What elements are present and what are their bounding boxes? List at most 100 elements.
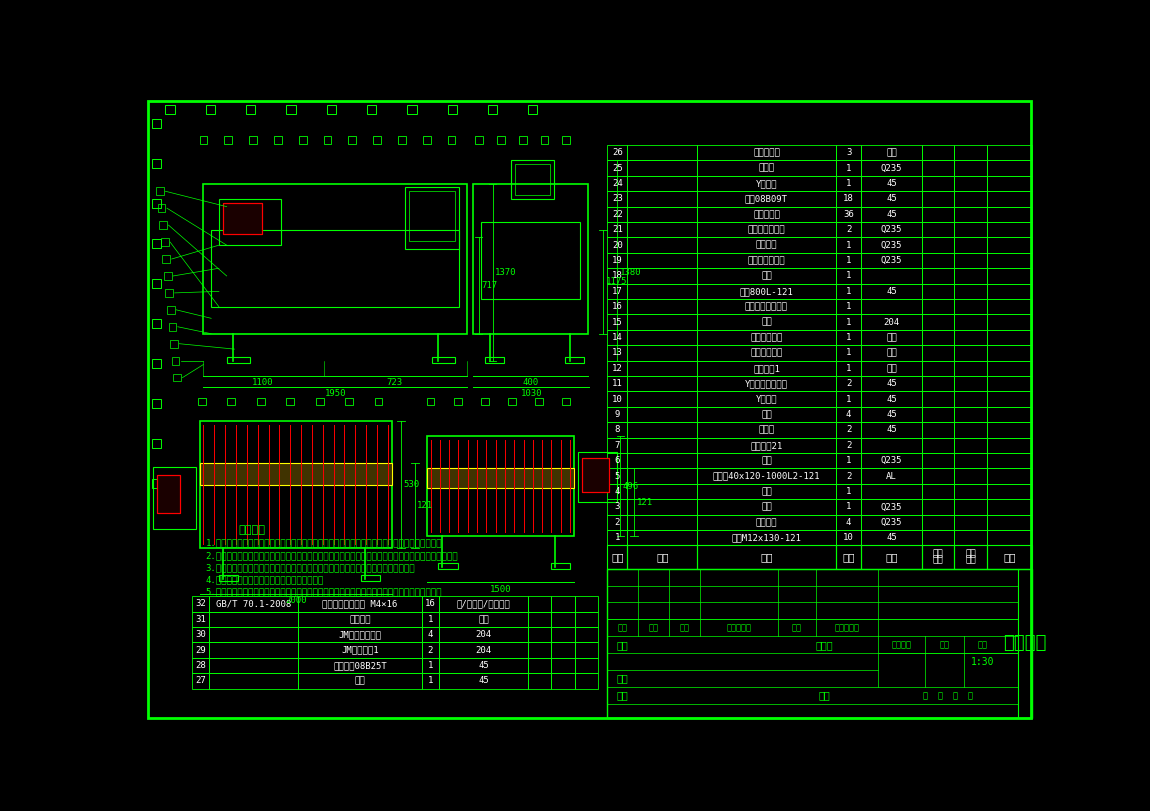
Bar (954, 222, 987, 238)
Bar (607, 284, 628, 299)
Bar (286, 397, 294, 406)
Bar (861, 423, 922, 438)
Text: 设计: 设计 (616, 640, 629, 650)
Bar (987, 330, 1032, 345)
Bar (697, 191, 836, 207)
Bar (607, 423, 628, 438)
Bar (861, 515, 922, 530)
Bar (475, 135, 483, 144)
Bar (607, 530, 628, 546)
Text: 1: 1 (428, 676, 434, 685)
Text: Y轴立柱: Y轴立柱 (756, 395, 777, 404)
Bar (488, 105, 497, 114)
Bar (954, 515, 987, 530)
Bar (697, 515, 836, 530)
Bar (628, 253, 697, 268)
Text: 10: 10 (843, 534, 854, 543)
Bar (582, 457, 608, 492)
Text: 45: 45 (887, 380, 897, 388)
Text: 5.螺钉、螺栓和螺母紧固件，严禁打击或使用不合适的旋具和扳手，紧固后螺钉查着、螺母和螺。: 5.螺钉、螺栓和螺母紧固件，严禁打击或使用不合适的旋具和扳手，紧固后螺钉查着、螺… (206, 588, 443, 597)
Bar (836, 176, 861, 191)
Text: 地脚M12x130-121: 地脚M12x130-121 (731, 534, 802, 543)
Bar (954, 315, 987, 330)
Text: 3: 3 (614, 503, 620, 512)
Text: 标准化: 标准化 (815, 640, 833, 650)
Text: 32: 32 (196, 599, 206, 608)
Bar (551, 673, 575, 689)
Bar (607, 299, 628, 315)
Text: 定点剥离板架: 定点剥离板架 (750, 333, 783, 342)
Bar (192, 658, 209, 673)
Bar (697, 284, 836, 299)
Bar (607, 438, 628, 453)
Bar (954, 345, 987, 361)
Text: 27: 27 (196, 676, 206, 685)
Bar (861, 407, 922, 423)
Text: 2: 2 (846, 380, 851, 388)
Bar (697, 145, 836, 161)
Text: 拨杆800L-121: 拨杆800L-121 (739, 287, 794, 296)
Bar (156, 187, 164, 195)
Bar (200, 463, 392, 485)
Text: 2: 2 (614, 518, 620, 527)
Text: 单件: 单件 (933, 549, 943, 558)
Text: 组件: 组件 (887, 364, 897, 373)
Text: 14: 14 (612, 333, 622, 342)
Text: 阶段标记: 阶段标记 (891, 641, 912, 650)
Text: 5: 5 (614, 472, 620, 481)
Bar (697, 299, 836, 315)
Text: Q235: Q235 (881, 256, 903, 265)
Bar (697, 392, 836, 407)
Bar (954, 238, 987, 253)
Bar (861, 546, 922, 569)
Bar (922, 376, 954, 392)
Bar (987, 546, 1032, 569)
Bar (607, 315, 628, 330)
Bar (628, 546, 697, 569)
Bar (348, 135, 356, 144)
Bar (274, 135, 282, 144)
Bar (922, 191, 954, 207)
Bar (697, 469, 836, 484)
Bar (375, 397, 383, 406)
Bar (607, 268, 628, 284)
Text: 滚轮固定板: 滚轮固定板 (753, 210, 780, 219)
Bar (861, 330, 922, 345)
Bar (922, 423, 954, 438)
Bar (223, 203, 261, 234)
Bar (628, 392, 697, 407)
Bar (861, 207, 922, 222)
Bar (407, 105, 416, 114)
Text: 组件: 组件 (887, 333, 897, 342)
Bar (836, 299, 861, 315)
Text: 2: 2 (846, 225, 851, 234)
Bar (836, 546, 861, 569)
Bar (954, 176, 987, 191)
Bar (607, 330, 628, 345)
Bar (170, 340, 178, 348)
Bar (481, 397, 489, 406)
Bar (861, 145, 922, 161)
Text: 护罩: 护罩 (761, 318, 772, 327)
Bar (836, 484, 861, 500)
Bar (987, 515, 1032, 530)
Text: 步进电机21: 步进电机21 (750, 441, 783, 450)
Bar (836, 222, 861, 238)
Bar (697, 438, 836, 453)
Bar (575, 627, 598, 642)
Bar (836, 268, 861, 284)
Bar (954, 500, 987, 515)
Bar (954, 268, 987, 284)
Text: 数量: 数量 (842, 552, 854, 562)
Bar (427, 436, 574, 536)
Text: 备注: 备注 (1003, 552, 1015, 562)
Text: 204: 204 (476, 630, 492, 639)
Bar (922, 546, 954, 569)
Bar (954, 453, 987, 469)
Bar (628, 438, 697, 453)
Bar (439, 627, 528, 642)
Text: 比例: 比例 (978, 641, 988, 650)
Text: 组件: 组件 (887, 349, 897, 358)
Text: 1: 1 (846, 287, 851, 296)
Bar (628, 500, 697, 515)
